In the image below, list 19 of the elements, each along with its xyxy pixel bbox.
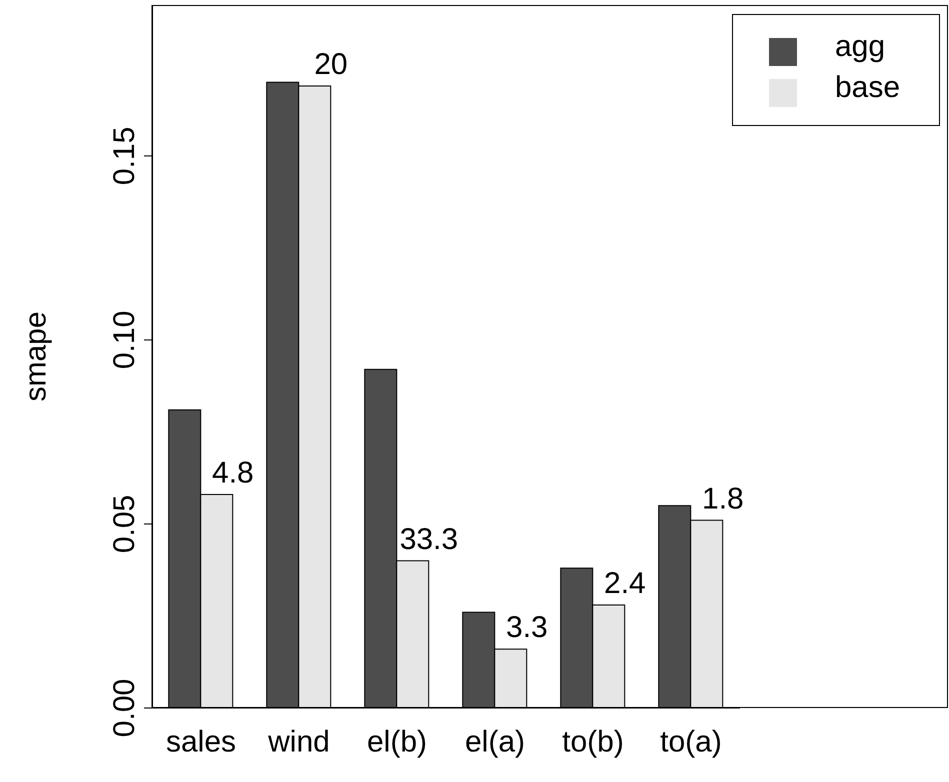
legend-label: base	[835, 71, 900, 104]
annotation: 20	[314, 48, 348, 81]
x-tick-label: el(a)	[464, 725, 526, 758]
x-tick-label: to(a)	[660, 725, 722, 758]
x-tick-label: el(b)	[366, 725, 428, 758]
x-tick-label: wind	[267, 725, 330, 758]
y-tick-label: 0.05	[108, 494, 141, 554]
y-tick-label: 0.15	[108, 126, 141, 186]
x-tick-label: to(b)	[562, 725, 624, 758]
y-tick-label: 0.00	[108, 678, 141, 738]
annotation: 2.4	[604, 566, 646, 600]
y-axis-title: smape	[20, 311, 53, 402]
x-tick-label: sales	[166, 725, 236, 758]
annotation: 3.3	[506, 611, 548, 644]
annotation: 4.8	[212, 456, 254, 490]
annotation: 1.8	[702, 482, 744, 516]
legend-label: agg	[835, 30, 886, 63]
annotation: 33.3	[400, 522, 458, 556]
y-tick-label: 0.10	[108, 310, 141, 370]
